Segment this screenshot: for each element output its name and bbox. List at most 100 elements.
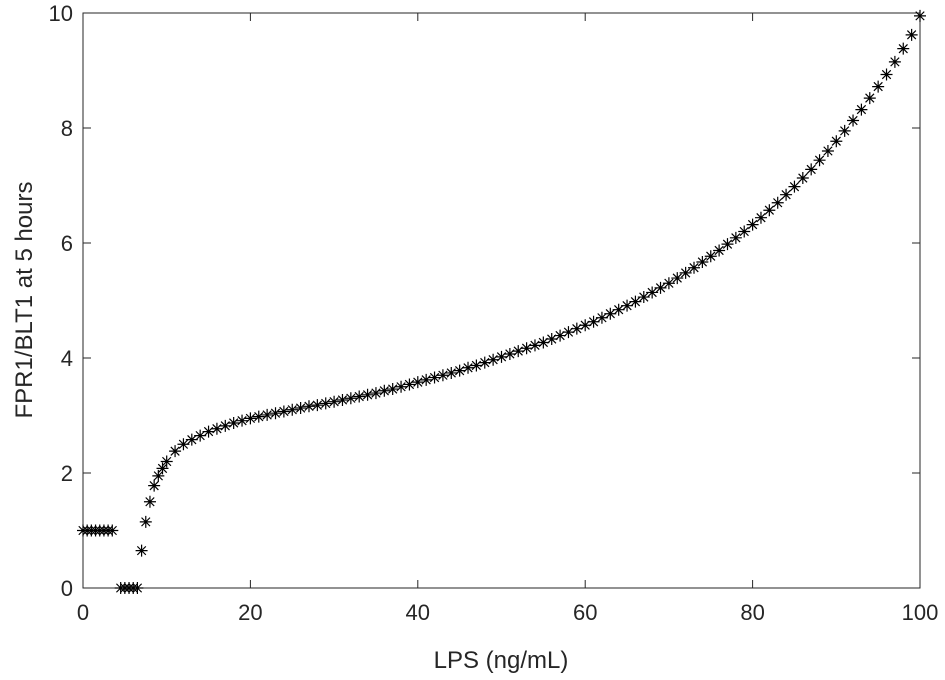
point: [487, 353, 500, 366]
point: [905, 28, 918, 41]
point: [679, 266, 692, 279]
point: [880, 68, 893, 81]
point: [872, 80, 885, 93]
point: [646, 286, 659, 299]
point: [286, 403, 299, 416]
point: [520, 342, 533, 355]
point: [545, 333, 558, 346]
point: [252, 410, 265, 423]
point: [512, 345, 525, 358]
point: [495, 350, 508, 363]
point: [169, 445, 182, 458]
point: [788, 180, 801, 193]
y-tick-label: 0: [61, 576, 73, 601]
point: [587, 315, 600, 328]
point: [888, 55, 901, 68]
point: [261, 408, 274, 421]
point: [403, 378, 416, 391]
y-axis-label: FPR1/BLT1 at 5 hours: [11, 182, 38, 419]
point: [319, 397, 332, 410]
point: [244, 412, 257, 425]
point: [654, 281, 667, 294]
y-tick-label: 6: [61, 231, 73, 256]
point: [177, 438, 190, 451]
point: [503, 347, 516, 360]
point: [637, 291, 650, 304]
point: [754, 211, 767, 224]
point: [311, 399, 324, 412]
point: [821, 145, 834, 157]
point: [361, 388, 374, 401]
point: [160, 455, 173, 468]
point: [152, 469, 165, 482]
point: [210, 422, 223, 435]
point: [219, 419, 232, 432]
point: [813, 154, 826, 167]
point: [662, 277, 675, 290]
point: [554, 329, 567, 342]
point: [763, 204, 776, 217]
point: [838, 124, 851, 137]
point: [185, 433, 198, 446]
point: [328, 395, 341, 408]
point: [156, 462, 169, 475]
point: [855, 103, 868, 116]
y-tick-label: 10: [49, 1, 73, 26]
point: [269, 407, 282, 420]
y-tick-label: 8: [61, 116, 73, 141]
point: [914, 9, 926, 22]
point: [302, 400, 315, 413]
point: [436, 369, 449, 382]
point: [470, 359, 483, 372]
point: [202, 425, 215, 438]
point: [378, 384, 391, 397]
point: [621, 299, 634, 312]
point: [236, 414, 249, 427]
point: [386, 383, 399, 396]
point: [612, 303, 625, 316]
point: [395, 380, 408, 393]
y-tick-label: 2: [61, 461, 73, 486]
point: [277, 405, 290, 418]
x-axis-label: LPS (ng/mL): [434, 647, 569, 674]
x-tick-label: 20: [238, 600, 262, 625]
point: [148, 479, 161, 492]
plot-frame: [82, 12, 921, 589]
point: [428, 371, 441, 384]
point: [131, 582, 144, 594]
point: [194, 429, 207, 442]
point: [595, 311, 608, 324]
point: [704, 250, 717, 263]
point: [369, 387, 382, 400]
point: [629, 295, 642, 308]
point: [453, 364, 466, 377]
point: [411, 376, 424, 389]
point: [688, 261, 701, 274]
point: [863, 92, 876, 105]
point: [135, 544, 148, 557]
point: [738, 225, 751, 238]
point: [106, 524, 119, 537]
x-tick-label: 100: [902, 600, 939, 625]
point: [897, 42, 910, 55]
point: [847, 114, 860, 127]
point: [579, 319, 592, 332]
point: [139, 515, 152, 528]
point: [294, 402, 307, 415]
point: [805, 163, 818, 176]
point: [696, 255, 709, 268]
x-tick-label: 0: [77, 600, 89, 625]
point: [420, 373, 433, 386]
point: [771, 196, 784, 209]
point: [713, 244, 726, 257]
point: [721, 238, 734, 251]
x-tick-label: 40: [406, 600, 430, 625]
x-tick-label: 80: [740, 600, 764, 625]
point: [796, 172, 809, 185]
point: [604, 307, 617, 320]
point: [143, 495, 156, 508]
point: [344, 392, 357, 405]
point: [462, 361, 475, 374]
point: [537, 336, 550, 349]
